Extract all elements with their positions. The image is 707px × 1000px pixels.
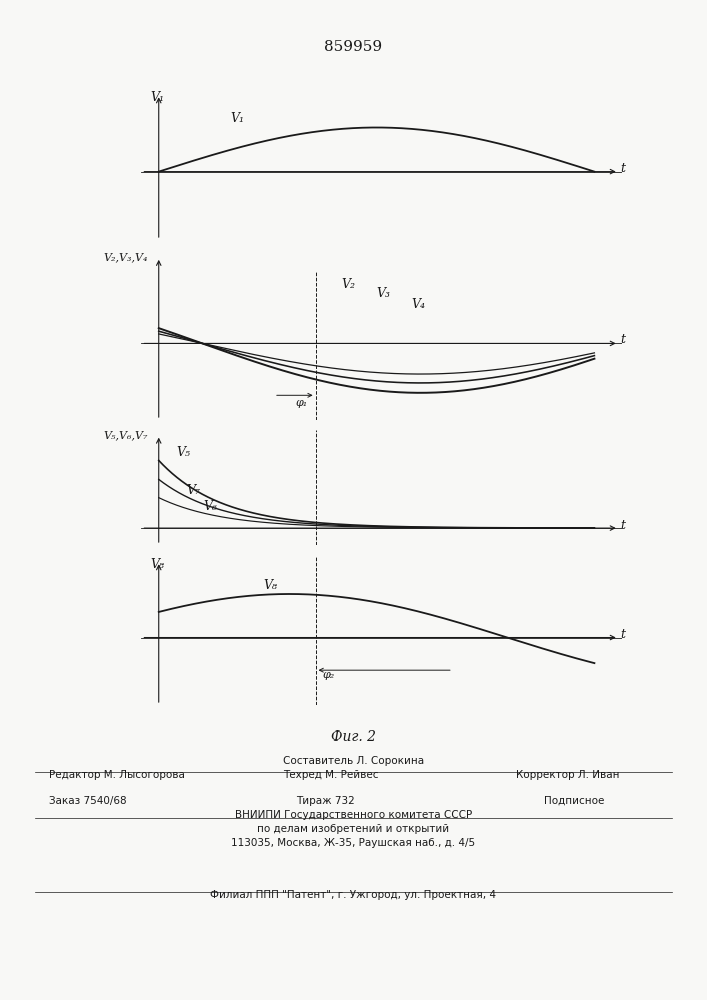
Text: Корректор Л. Иван: Корректор Л. Иван	[516, 770, 619, 780]
Text: Заказ 7540/68: Заказ 7540/68	[49, 796, 127, 806]
Text: V₈: V₈	[150, 558, 164, 571]
Text: V₅: V₅	[176, 446, 190, 459]
Text: 859959: 859959	[325, 40, 382, 54]
Text: по делам изобретений и открытий: по делам изобретений и открытий	[257, 824, 450, 834]
Text: V₁: V₁	[150, 91, 164, 104]
Text: t: t	[621, 333, 626, 346]
Text: Фиг. 2: Фиг. 2	[331, 730, 376, 744]
Text: φ₁: φ₁	[296, 398, 308, 408]
Text: V₂,V₃,V₄: V₂,V₃,V₄	[104, 252, 148, 262]
Text: Редактор М. Лысогорова: Редактор М. Лысогорова	[49, 770, 185, 780]
Text: V₇: V₇	[187, 484, 201, 497]
Text: Техред М. Рейвес: Техред М. Рейвес	[283, 770, 378, 780]
Text: V₂: V₂	[341, 278, 356, 291]
Text: ВНИИПИ Государственного комитета СССР: ВНИИПИ Государственного комитета СССР	[235, 810, 472, 820]
Text: V₈: V₈	[263, 579, 277, 592]
Text: t: t	[621, 628, 626, 641]
Text: t: t	[621, 519, 626, 532]
Text: φ₂: φ₂	[322, 670, 335, 680]
Text: V₅,V₆,V₇: V₅,V₆,V₇	[104, 430, 148, 440]
Text: Филиал ППП "Патент", г. Ужгород, ул. Проектная, 4: Филиал ППП "Патент", г. Ужгород, ул. Про…	[211, 890, 496, 900]
Text: t: t	[621, 162, 626, 175]
Text: Тираж 732: Тираж 732	[296, 796, 355, 806]
Text: 113035, Москва, Ж-35, Раушская наб., д. 4/5: 113035, Москва, Ж-35, Раушская наб., д. …	[231, 838, 476, 848]
Text: Подписное: Подписное	[544, 796, 604, 806]
Text: V₁: V₁	[230, 112, 244, 125]
Text: V₃: V₃	[377, 287, 390, 300]
Text: V₄: V₄	[411, 298, 426, 311]
Text: V₆: V₆	[204, 500, 218, 513]
Text: Составитель Л. Сорокина: Составитель Л. Сорокина	[283, 756, 424, 766]
